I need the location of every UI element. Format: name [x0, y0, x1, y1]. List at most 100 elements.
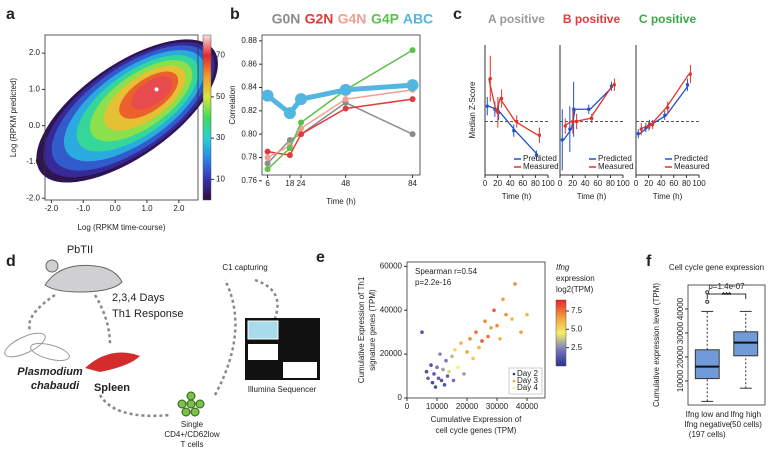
data-point [483, 319, 487, 324]
colorbar-tick-label: 5.0 [571, 324, 583, 333]
legend-entry: ABC [403, 11, 433, 27]
x-tick-label: 60 [518, 179, 527, 188]
data-point [525, 312, 529, 317]
y-axis-label: Log (RPKM predicted) [9, 78, 18, 157]
colorbar-tick-label: 7.5 [571, 306, 583, 315]
data-point [429, 363, 433, 367]
x-tick-label: 20 [568, 179, 577, 188]
spleen-icon [85, 352, 140, 372]
data-point [283, 107, 296, 120]
data-point [430, 380, 435, 385]
data-point [409, 96, 416, 103]
panel-label: b [230, 6, 240, 23]
data-point [264, 154, 271, 161]
data-point [453, 347, 457, 352]
data-point [471, 356, 475, 361]
legend-entry: Day 2 [517, 369, 538, 378]
treatment: 2,3,4 Days [112, 292, 165, 304]
significance-bracket [706, 293, 747, 299]
legend-entry: Measured [523, 162, 559, 171]
y-tick-label: 40000 [380, 305, 403, 314]
treatment: Th1 Response [112, 308, 184, 320]
data-point [450, 354, 454, 359]
connector [28, 293, 56, 331]
sequencer-icon [245, 318, 320, 380]
x-tick-label: (197 cells) [689, 430, 726, 439]
cells-label: CD4+/CD62low [164, 430, 220, 439]
colorbar-title: Ifng [556, 263, 570, 272]
data-point [510, 317, 514, 321]
data-point [436, 376, 441, 381]
panel-label: c [453, 6, 462, 23]
data-point [486, 334, 490, 339]
subplot-title: A positive [488, 12, 545, 26]
x-tick-label: 6 [265, 179, 270, 188]
x-axis-label: Time (h) [326, 197, 356, 206]
legend-entry: G2N [305, 11, 334, 27]
legend-entry: Measured [674, 162, 710, 171]
data-point [451, 378, 456, 383]
y-tick-label: 0.82 [241, 106, 257, 115]
panel-label: e [316, 249, 325, 266]
colorbar-tick-label: 30 [216, 133, 225, 142]
data-point [612, 83, 616, 87]
cells-label: Single [181, 420, 204, 429]
data-point [447, 369, 451, 374]
data-point [286, 137, 293, 143]
data-point [493, 107, 497, 111]
data-point [495, 323, 499, 328]
panel-label: d [6, 253, 16, 270]
x-tick-label: 18 [285, 179, 294, 188]
x-tick-label: 80 [606, 179, 615, 188]
outlier [705, 299, 710, 304]
subplot-title: C positive [639, 12, 697, 26]
data-point [435, 365, 439, 370]
data-point [685, 83, 689, 87]
density-peak [154, 87, 159, 92]
x-tick-label: -2.0 [44, 204, 58, 213]
legend-swatch [512, 379, 516, 383]
connector [93, 294, 112, 346]
x-tick-label: 100 [616, 179, 630, 188]
x-tick-label: 20000 [456, 402, 479, 411]
capture-label: C1 capturing [222, 263, 267, 272]
data-point [444, 358, 448, 363]
data-point [439, 378, 444, 383]
plot-frame [406, 261, 546, 399]
data-point [575, 119, 579, 123]
x-tick-label: 48 [341, 179, 350, 188]
data-point [500, 97, 504, 101]
x-tick-label: 80 [531, 179, 540, 188]
y-axis-label: Cumulative Expression of Th1 [357, 276, 366, 383]
mouse-ear [45, 259, 59, 273]
data-point [477, 345, 481, 350]
legend-entry: Day 4 [517, 383, 538, 392]
y-tick-label: 10000 [676, 369, 685, 392]
organ-label: Spleen [94, 382, 130, 394]
x-tick-label: 1.0 [141, 204, 153, 213]
colorbar [555, 299, 567, 367]
x-tick-label: 0 [558, 179, 563, 188]
x-tick-label: 20 [644, 179, 653, 188]
data-point [409, 47, 416, 54]
data-point [501, 297, 505, 302]
x-tick-label: -1.0 [76, 204, 90, 213]
legend-swatch [512, 372, 516, 376]
x-tick-label: 100 [541, 179, 555, 188]
data-point [438, 352, 442, 356]
colorbar-tick-label: 50 [216, 92, 225, 101]
data-point [485, 104, 489, 108]
connector [254, 278, 279, 319]
y-tick-label: 20000 [676, 345, 685, 368]
plot-frame [44, 34, 199, 201]
connector [98, 394, 171, 417]
x-tick-label: 0.0 [110, 204, 122, 213]
x-tick-label: Ifng low and [686, 410, 729, 419]
data-point [515, 119, 519, 123]
data-point [459, 341, 463, 345]
annotation: p=1.4e-07 [708, 282, 745, 291]
data-point [639, 127, 643, 131]
colorbar-title: log2(TPM) [556, 285, 594, 294]
y-tick-label: 30000 [676, 321, 685, 344]
